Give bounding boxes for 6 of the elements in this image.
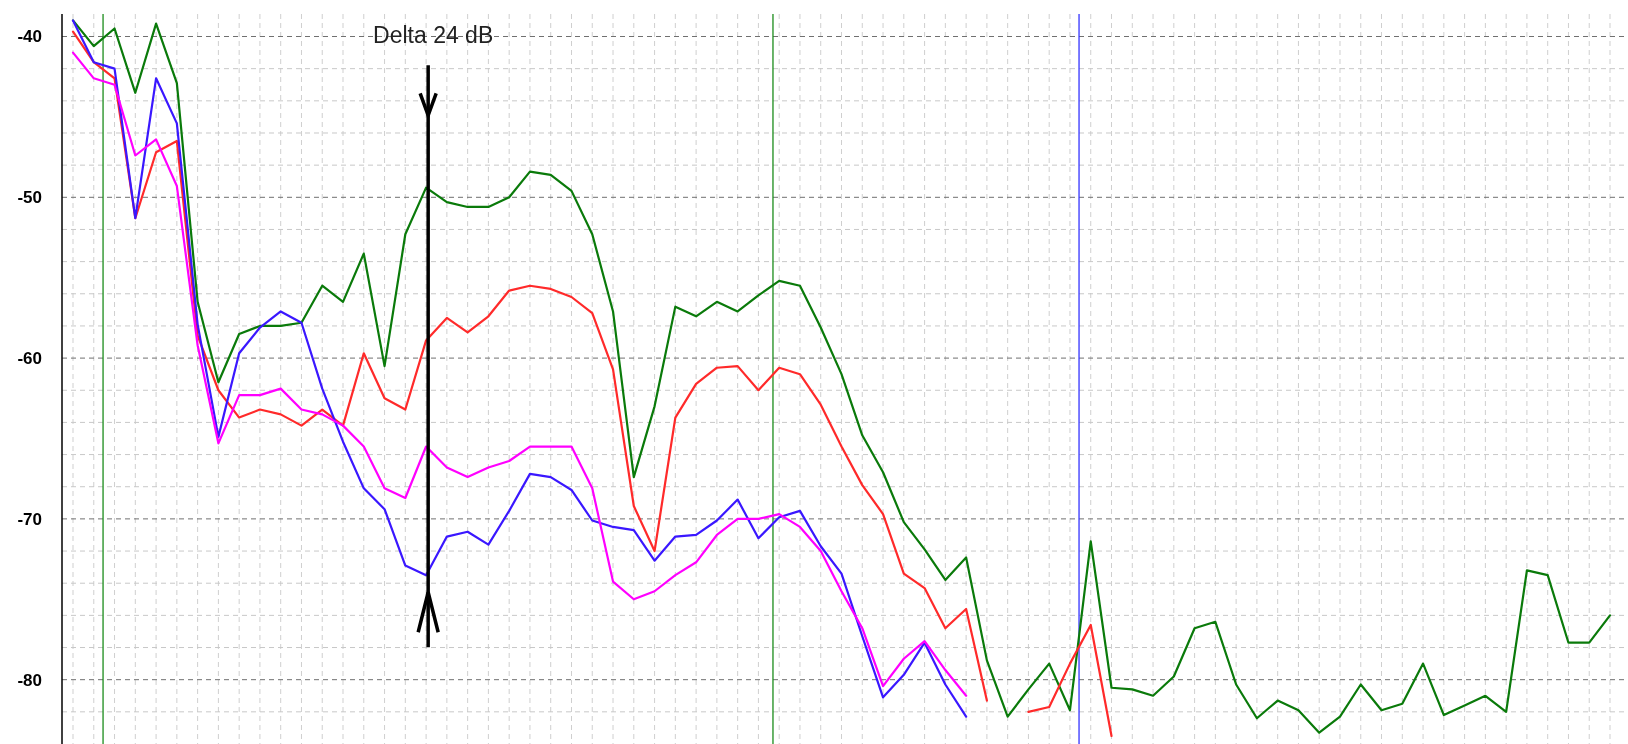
annotation: Delta 24 dB xyxy=(373,22,494,49)
y-tick-label: -70 xyxy=(17,509,42,529)
y-tick-label: -40 xyxy=(17,27,42,47)
y-tick-label: -50 xyxy=(17,188,42,208)
y-tick-label: -60 xyxy=(17,349,42,369)
y-tick-label: -80 xyxy=(17,670,42,690)
